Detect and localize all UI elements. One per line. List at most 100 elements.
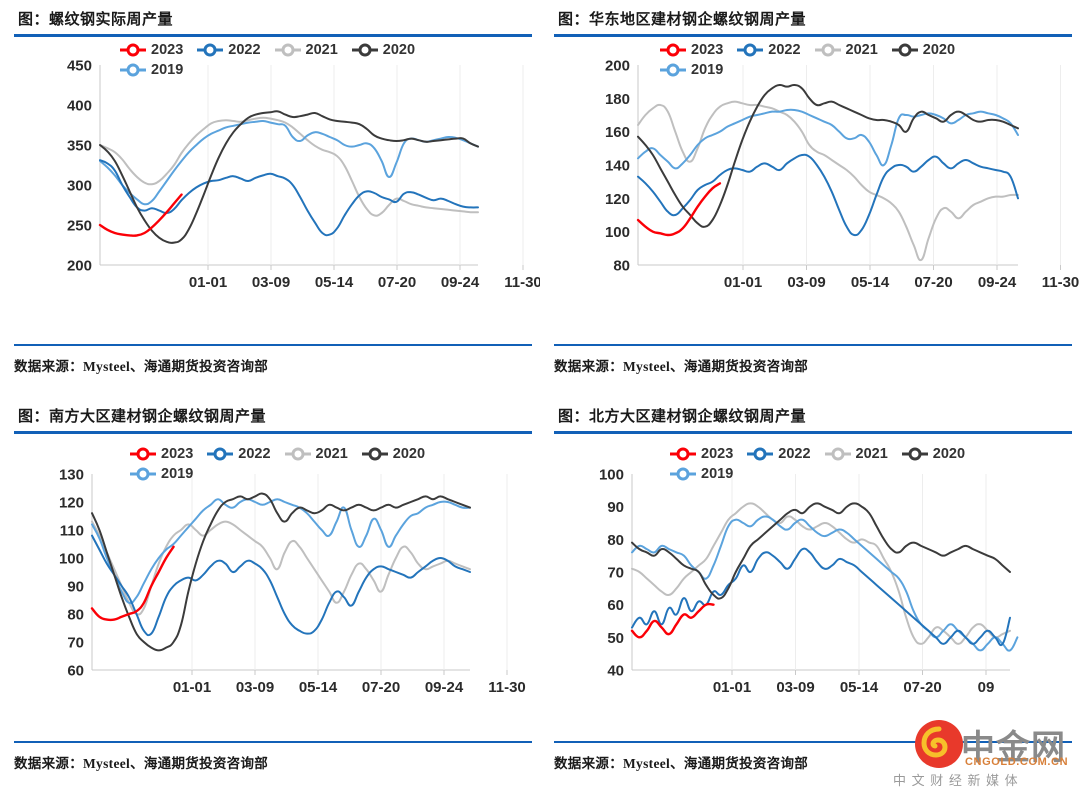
svg-text:11-30: 11-30	[1042, 274, 1080, 291]
panel-1-title: 图：螺纹钢实际周产量	[18, 12, 174, 28]
panel-3-divider	[14, 431, 532, 434]
panel-1-plot: 200 250 300 350 400 450 01-01 03-09 05-14 07-20 09…	[67, 58, 540, 292]
legend-item-2020[interactable]: 2020	[361, 446, 426, 462]
legend-item-2019[interactable]: 2019	[660, 62, 723, 78]
legend-item-2019[interactable]: 2019	[120, 62, 183, 78]
svg-text:90: 90	[607, 499, 624, 516]
legend-marker-icon	[901, 447, 928, 461]
svg-text:01-01: 01-01	[713, 679, 751, 696]
panel-4-title: 图：北方大区建材钢企螺纹钢周产量	[558, 409, 807, 425]
panel-2-legend: 2023 2022 2021 2020	[660, 42, 990, 78]
panel-4-chart: 2023 2022 2021 2020	[540, 434, 1080, 739]
legend-item-2020[interactable]: 2020	[901, 446, 966, 462]
svg-text:80: 80	[607, 532, 624, 549]
legend-label: 2023	[151, 42, 184, 58]
svg-text:09: 09	[978, 679, 995, 696]
svg-text:300: 300	[67, 178, 92, 195]
svg-text:40: 40	[607, 663, 624, 680]
legend-marker-icon	[207, 447, 234, 461]
legend-marker-icon	[660, 63, 686, 77]
legend-item-2023[interactable]: 2023	[130, 446, 193, 462]
svg-text:07-20: 07-20	[362, 679, 400, 696]
svg-text:01-01: 01-01	[173, 679, 211, 696]
svg-text:200: 200	[605, 58, 630, 75]
legend-marker-icon	[891, 43, 918, 57]
legend-marker-icon	[747, 447, 774, 461]
legend-item-2021[interactable]: 2021	[814, 42, 878, 58]
svg-text:70: 70	[607, 565, 624, 582]
svg-text:50: 50	[607, 630, 624, 647]
legend-item-2019[interactable]: 2019	[670, 466, 733, 482]
legend-label: 2020	[392, 446, 426, 462]
legend-item-2021[interactable]: 2021	[274, 42, 338, 58]
panel-1-footer-divider	[14, 344, 532, 346]
legend-label: 2022	[778, 446, 811, 462]
legend-label: 2023	[691, 42, 724, 58]
legend-item-2022[interactable]: 2022	[737, 42, 801, 58]
legend-item-2023[interactable]: 2023	[120, 42, 183, 58]
panel-4-plot: 40 50 60 70 80 90 100 01-01 03-09 05-14 07-20 09	[599, 467, 1019, 696]
legend-item-2021[interactable]: 2021	[824, 446, 888, 462]
svg-text:60: 60	[67, 663, 84, 680]
svg-text:180: 180	[605, 91, 630, 108]
panel-3-chart: 2023 2022 2021 2020	[0, 434, 540, 739]
svg-text:90: 90	[67, 579, 84, 596]
legend-marker-icon	[120, 63, 146, 77]
svg-text:07-20: 07-20	[378, 274, 416, 291]
panel-north-region-rebar-weekly-output: 图：北方大区建材钢企螺纹钢周产量 2023 2022 2021	[540, 397, 1080, 795]
svg-text:130: 130	[59, 467, 84, 484]
svg-text:140: 140	[605, 158, 630, 175]
svg-text:09-24: 09-24	[978, 274, 1017, 291]
legend-item-2020[interactable]: 2020	[891, 42, 956, 58]
legend-item-2023[interactable]: 2023	[660, 42, 723, 58]
panel-3-source: 数据来源：Mysteel、海通期货投资咨询部	[14, 756, 269, 771]
legend-item-2020[interactable]: 2020	[351, 42, 415, 58]
svg-text:100: 100	[599, 467, 624, 484]
svg-text:70: 70	[67, 635, 84, 652]
panel-1-legend: 2023 2022 2021 2020	[120, 42, 450, 78]
svg-text:07-20: 07-20	[903, 679, 941, 696]
legend-item-2021[interactable]: 2021	[284, 446, 348, 462]
panel-1-source: 数据来源：Mysteel、海通期货投资咨询部	[14, 359, 269, 374]
panel-3-title: 图：南方大区建材钢企螺纹钢周产量	[18, 409, 267, 425]
legend-item-2019[interactable]: 2019	[130, 466, 193, 482]
legend-item-2023[interactable]: 2023	[670, 446, 733, 462]
svg-text:120: 120	[605, 191, 630, 208]
legend-label: 2019	[701, 466, 734, 482]
legend-label: 2022	[768, 42, 801, 58]
legend-marker-icon	[120, 43, 146, 57]
legend-label: 2020	[932, 446, 966, 462]
panel-2-chart: 2023 2022 2021 2020	[540, 37, 1080, 342]
panel-2-footer-divider	[554, 344, 1072, 346]
svg-text:350: 350	[67, 138, 92, 155]
svg-text:11-30: 11-30	[504, 274, 540, 291]
svg-text:07-20: 07-20	[914, 274, 952, 291]
svg-text:03-09: 03-09	[252, 274, 290, 291]
svg-text:11-30: 11-30	[488, 679, 526, 696]
panel-1-chart: 2023 2022 2021 2020	[0, 37, 540, 342]
legend-label: 2019	[691, 62, 724, 78]
legend-marker-icon	[824, 447, 851, 461]
legend-label: 2019	[161, 466, 194, 482]
svg-text:05-14: 05-14	[299, 679, 338, 696]
svg-text:60: 60	[607, 597, 624, 614]
panel-east-china-rebar-weekly-output: 图：华东地区建材钢企螺纹钢周产量 2023 2022 2021	[540, 0, 1080, 397]
panel-2-title: 图：华东地区建材钢企螺纹钢周产量	[558, 12, 807, 28]
legend-marker-icon	[130, 447, 156, 461]
legend-item-2022[interactable]: 2022	[207, 446, 271, 462]
legend-item-2022[interactable]: 2022	[197, 42, 261, 58]
legend-label: 2019	[151, 62, 184, 78]
panel-2-divider	[554, 34, 1072, 37]
svg-text:110: 110	[60, 523, 84, 540]
panel-3-plot: 60 70 80 90 100 110 120 130 01-01 03-09 05-14 07-20…	[59, 467, 526, 697]
svg-text:03-09: 03-09	[787, 274, 825, 291]
legend-item-2022[interactable]: 2022	[747, 446, 811, 462]
panel-4-source: 数据来源：Mysteel、海通期货投资咨询部	[554, 756, 809, 771]
legend-label: 2020	[922, 42, 956, 58]
legend-marker-icon	[814, 43, 841, 57]
panel-1-divider	[14, 34, 532, 37]
legend-marker-icon	[130, 467, 156, 481]
svg-text:160: 160	[605, 124, 630, 141]
legend-label: 2023	[161, 446, 194, 462]
